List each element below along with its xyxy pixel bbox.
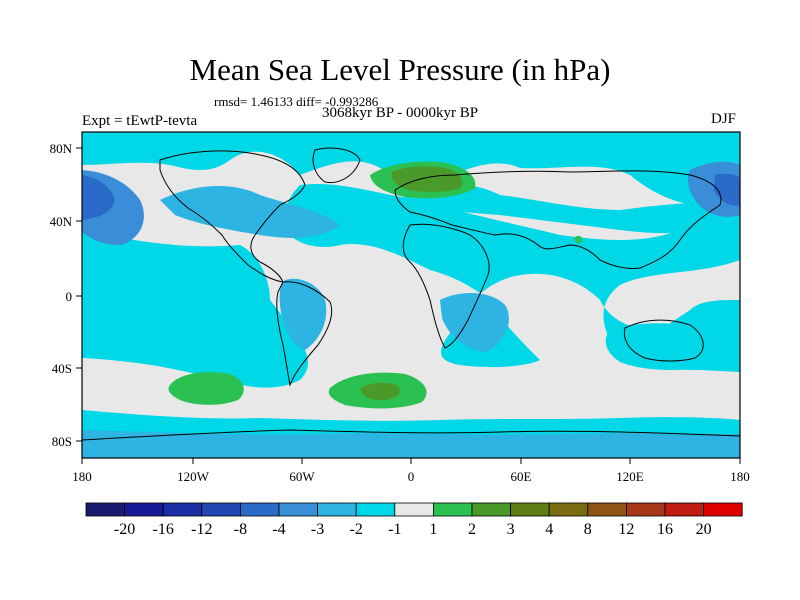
- lat-tick-label: 40N: [50, 214, 73, 229]
- colorbar-swatch: [278, 502, 318, 517]
- lat-tick-label: 80N: [50, 141, 73, 156]
- coast-greenland: [312, 147, 361, 184]
- contour-neg1-atlantic: [284, 183, 740, 372]
- colorbar-swatch: [548, 502, 589, 517]
- colorbar-swatch: [703, 502, 743, 517]
- lat-tick-label: 0: [66, 289, 73, 304]
- contour-neg1-tropics: [82, 230, 309, 388]
- coastlines: [82, 147, 740, 441]
- colorbar-swatch: [664, 502, 704, 517]
- contour-neg2-samerica: [279, 278, 327, 350]
- colorbar-label: -2: [350, 521, 363, 538]
- colorbar-label: 12: [618, 521, 634, 538]
- lat-tick-label: 80S: [52, 434, 72, 449]
- colorbar-label: -1: [388, 521, 401, 538]
- colorbar-label: -3: [311, 521, 324, 538]
- lat-tick-labels: 80N 40N 0 40S 80S: [50, 141, 73, 449]
- colorbar-label: 1: [429, 521, 437, 538]
- contour-pos2-southatlantic: [360, 382, 400, 401]
- lon-tick-label: 0: [408, 469, 415, 484]
- lon-tick-label: 60E: [511, 469, 532, 484]
- colorbar-label: -16: [153, 521, 174, 538]
- colorbar-swatch: [355, 502, 396, 517]
- colorbar-swatch: [239, 502, 280, 517]
- contour-pos1-southpacific: [168, 372, 244, 405]
- coast-africa: [402, 223, 490, 349]
- colorbar-swatch: [394, 502, 434, 517]
- colorbar-swatch: [587, 502, 627, 517]
- colorbar-label: -12: [191, 521, 212, 538]
- lon-tick-label: 120W: [177, 469, 210, 484]
- colorbar-swatch: [85, 502, 125, 517]
- colorbar-swatch: [201, 502, 241, 517]
- season-label: DJF: [711, 111, 737, 127]
- colorbar-label: 4: [545, 521, 553, 538]
- contour-neg2-southern: [82, 430, 740, 458]
- colorbar-swatch: [510, 502, 550, 517]
- contour-neg2-namerica: [160, 185, 340, 238]
- coast-antarctica: [82, 429, 740, 441]
- lon-tick-label: 180: [72, 469, 92, 484]
- colorbar-label: -4: [272, 521, 285, 538]
- colorbar-label: -8: [234, 521, 247, 538]
- colorbar-label: 20: [696, 521, 712, 538]
- contour-neg1-europe: [400, 184, 740, 234]
- lon-tick-label: 120E: [616, 469, 644, 484]
- coast-eurasia: [394, 170, 722, 269]
- contour-pos2-arctic: [391, 166, 463, 193]
- contour-pos1-asia: [574, 235, 583, 244]
- colorbar-swatch: [124, 502, 164, 517]
- tick-marks: [76, 147, 741, 464]
- lon-tick-label: 60W: [289, 469, 315, 484]
- colorbar-label: 16: [657, 521, 673, 538]
- lon-tick-label: 180: [730, 469, 750, 484]
- period-text: 3068kyr BP - 0000kyr BP: [322, 105, 479, 121]
- colorbar-swatch: [317, 502, 357, 517]
- colorbar-swatch: [432, 502, 473, 517]
- plot-title: Mean Sea Level Pressure (in hPa): [189, 52, 611, 87]
- colorbar-label: 2: [468, 521, 476, 538]
- lat-tick-label: 40S: [52, 361, 72, 376]
- stats-text: rmsd= 1.46133 diff= -0.993286: [214, 94, 379, 109]
- experiment-label: Expt = tEwtP-tevta: [82, 113, 198, 129]
- colorbar-label: 8: [584, 521, 592, 538]
- colorbar-swatch: [626, 502, 666, 517]
- colorbar-swatch: [471, 502, 511, 517]
- contour-neg1-australia: [605, 323, 719, 370]
- coast-australia: [623, 319, 704, 362]
- lon-tick-labels: 180 120W 60W 0 60E 120E 180: [72, 469, 750, 484]
- colorbar-label: 3: [507, 521, 515, 538]
- coast-north-america: [159, 150, 306, 283]
- contour-neg4-west: [82, 175, 115, 220]
- pressure-field: [82, 132, 740, 458]
- colorbar-swatch: [162, 502, 203, 517]
- colorbar-label: -20: [114, 521, 135, 538]
- coast-south-america: [276, 281, 333, 387]
- colorbar: -20 -16 -12 -8 -4 -3 -2 -1 1 2 3 4 8 12 16 20: [85, 502, 743, 538]
